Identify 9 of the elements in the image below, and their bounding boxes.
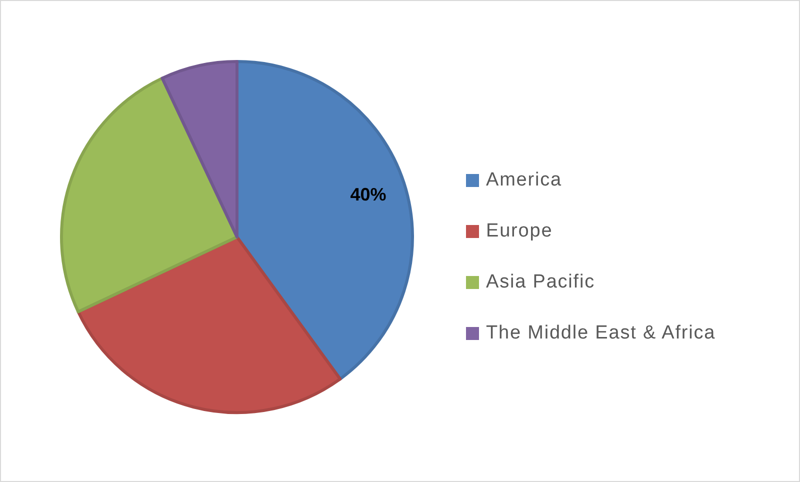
data-label: 40% — [350, 184, 386, 204]
legend-label: America — [486, 170, 562, 190]
legend-label: Europe — [486, 220, 553, 242]
pie-slice — [236, 60, 414, 380]
pie-slice — [76, 236, 342, 414]
legend-label: Asia Pacific — [486, 272, 596, 292]
pie-slice — [60, 76, 238, 314]
pie-slice — [160, 60, 238, 238]
legend-label: The Middle East & Africa — [486, 322, 716, 344]
